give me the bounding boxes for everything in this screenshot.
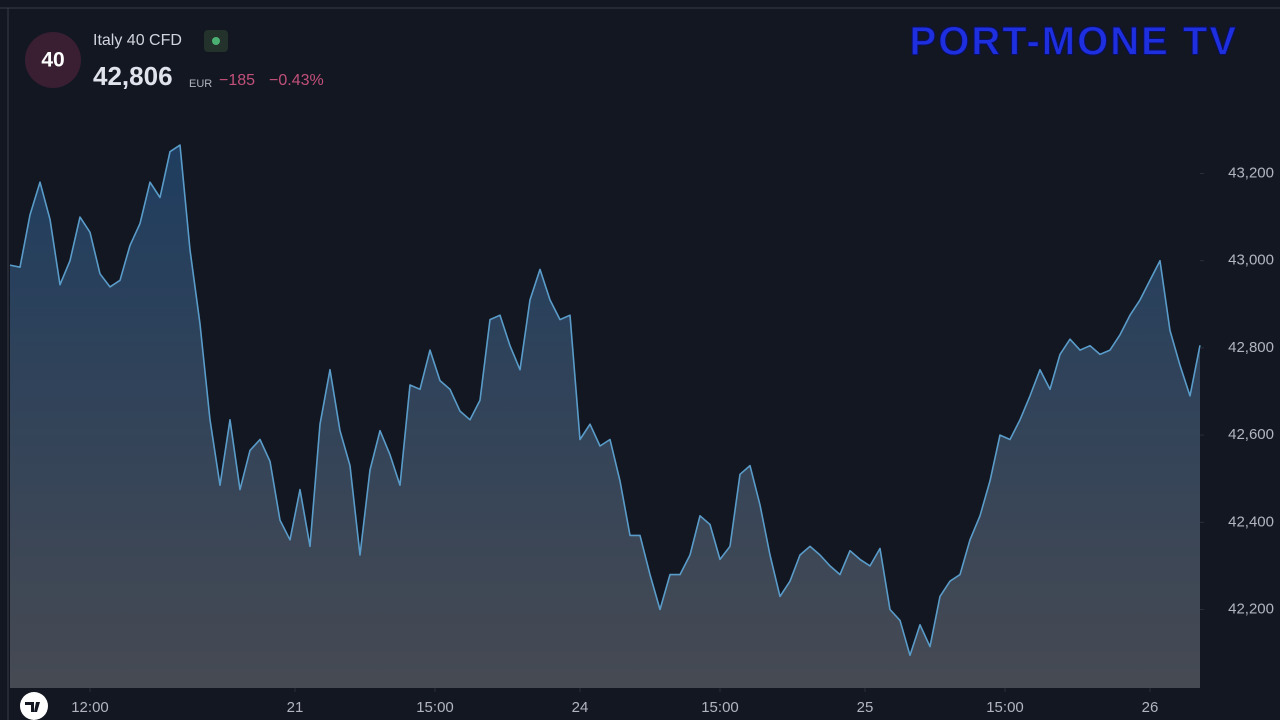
price-line [9, 144, 1201, 657]
logo: PORT-MONE TV [910, 20, 1238, 64]
symbol-badge [25, 32, 81, 88]
currency: EUR [189, 78, 212, 90]
x-tick-label: 25 [857, 699, 874, 716]
x-tick-label: 21 [287, 699, 304, 716]
x-tick-label: 15:00 [701, 699, 739, 716]
price: 42,806 [93, 61, 173, 91]
x-tick-label: 12:00 [71, 699, 109, 716]
symbol-name: Italy 40 CFD [93, 32, 182, 49]
plot [9, 144, 1201, 689]
y-tick-label: 42,400 [1228, 513, 1274, 530]
y-tick-label: 43,200 [1228, 164, 1274, 181]
x-tick-label: 26 [1142, 699, 1159, 716]
badge-text: 40 [41, 49, 64, 72]
change: −185 [219, 72, 255, 89]
x-tick-label: 15:00 [416, 699, 454, 716]
change-pct: −0.43% [269, 72, 324, 89]
y-tick-label: 42,800 [1228, 339, 1274, 356]
x-tick-label: 24 [572, 699, 589, 716]
area-fill [10, 145, 1200, 689]
tv-logo-mark [25, 702, 40, 712]
y-tick-label: 42,600 [1228, 426, 1274, 443]
y-tick-label: 43,000 [1228, 252, 1274, 269]
x-tick-label: 15:00 [986, 699, 1024, 716]
y-tick-label: 42,200 [1228, 600, 1274, 617]
status-dot [212, 37, 220, 45]
